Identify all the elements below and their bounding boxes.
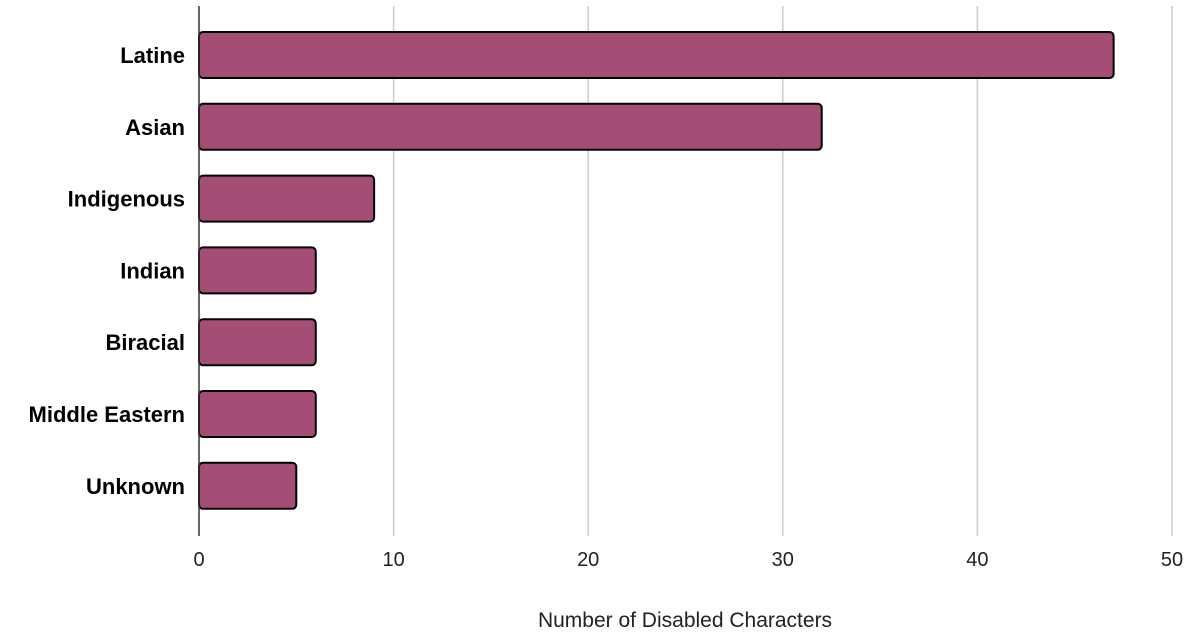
bars (198, 31, 1115, 510)
bar-latine (198, 31, 1115, 79)
x-tick-label: 0 (193, 549, 204, 571)
x-tick-labels: 0 10 20 30 40 50 (193, 549, 1183, 571)
x-tick-label: 50 (1161, 549, 1183, 571)
bar-middle-eastern (198, 390, 317, 438)
x-tick-label: 30 (772, 549, 794, 571)
category-label: Unknown (86, 474, 185, 499)
category-label: Middle Eastern (29, 402, 185, 427)
bar-asian (198, 102, 823, 151)
gridlines (392, 6, 1173, 536)
category-label: Indigenous (68, 187, 185, 212)
bar-biracial (198, 318, 317, 367)
x-axis-title: Number of Disabled Characters (538, 609, 832, 632)
bar-indian (198, 246, 317, 295)
x-tick-label: 20 (577, 549, 599, 571)
x-tick-label: 10 (382, 549, 404, 571)
bar-unknown (198, 461, 298, 510)
bar-indigenous (198, 174, 376, 223)
category-label: Latine (120, 43, 185, 68)
category-labels: Latine Asian Indigenous Indian Biracial Middl… (29, 43, 185, 499)
category-label: Asian (125, 115, 185, 140)
x-tick-label: 40 (966, 549, 988, 571)
category-label: Biracial (106, 330, 186, 355)
category-label: Indian (120, 258, 185, 283)
